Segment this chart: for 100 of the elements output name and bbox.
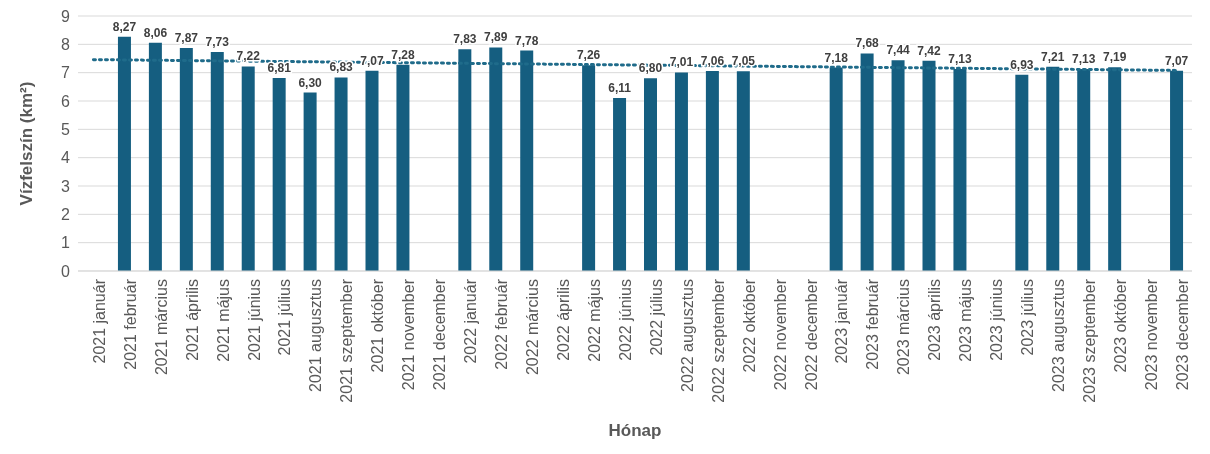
y-tick-label: 5: [61, 121, 71, 139]
x-tick-label: 2021 február: [121, 278, 139, 370]
x-tick-label: 2023 augusztus: [1050, 279, 1068, 392]
data-label: 7,06: [700, 53, 725, 68]
y-tick-label: 8: [61, 36, 71, 54]
bar: [272, 78, 286, 271]
data-label: 7,87: [174, 31, 199, 46]
x-tick-label: 2022 április: [555, 279, 572, 361]
x-tick-label: 2022 február: [493, 278, 511, 370]
bar: [860, 53, 874, 271]
x-tick-label: 2021 október: [369, 278, 387, 373]
x-tick-label: 2022 szeptember: [709, 278, 727, 403]
bar: [922, 60, 936, 271]
data-label: 8,06: [143, 25, 168, 40]
x-tick-label: 2023 március: [895, 279, 913, 376]
bar: [520, 50, 534, 271]
x-tick-label: 2021 november: [400, 278, 418, 391]
bar: [674, 72, 688, 271]
bar: [458, 49, 472, 271]
data-label: 7,07: [1164, 53, 1189, 68]
data-label: 6,11: [608, 80, 632, 95]
bar: [396, 64, 410, 271]
y-tick-label: 2: [61, 206, 71, 224]
x-tick-label: 2021 április: [183, 279, 201, 361]
bar: [303, 92, 317, 271]
x-tick-label: 2021 július: [276, 279, 294, 356]
bar: [582, 65, 596, 271]
bar: [148, 42, 162, 271]
data-label: 7,68: [855, 36, 880, 51]
data-label: 6,81: [267, 61, 292, 76]
bar: [241, 66, 255, 271]
y-tick-label: 0: [61, 262, 71, 280]
bar: [613, 97, 627, 271]
bar: [365, 70, 379, 271]
data-label: 6,30: [298, 75, 323, 90]
data-label: 7,13: [948, 51, 972, 66]
data-label: 7,42: [917, 43, 941, 58]
data-label: 7,13: [1072, 51, 1096, 66]
bar: [117, 36, 131, 271]
bar: [1170, 70, 1184, 271]
data-label: 7,73: [205, 34, 230, 49]
data-label: 7,28: [391, 47, 415, 62]
x-tick-label: 2022 március: [524, 279, 542, 376]
x-tick-label: 2023 február: [864, 278, 882, 370]
data-label: 6,93: [1010, 57, 1034, 72]
x-tick-label: 2021 szeptember: [338, 278, 356, 403]
y-tick-label: 4: [61, 149, 71, 167]
x-tick-label: 2022 július: [647, 279, 665, 356]
x-tick-label: 2022 január: [462, 278, 480, 364]
x-tick-label: 2021 május: [214, 279, 232, 362]
bar: [1015, 74, 1029, 271]
data-label: 7,44: [886, 43, 911, 58]
x-tick-label: 2022 december: [802, 278, 820, 391]
x-tick-label: 2021 június: [245, 279, 263, 361]
data-label: 7,21: [1041, 49, 1065, 64]
data-label: 7,83: [453, 32, 477, 47]
bar: [334, 77, 348, 271]
x-tick-label: 2022 augusztus: [678, 279, 696, 392]
x-tick-label: 2023 október: [1112, 278, 1129, 373]
data-label: 8,27: [112, 19, 137, 34]
bar: [705, 70, 719, 271]
x-tick-label: 2023 június: [988, 279, 1006, 361]
x-tick-label: 2021 december: [431, 278, 449, 391]
bar: [1046, 66, 1060, 271]
x-tick-label: 2023 január: [833, 278, 851, 364]
x-axis-title: Hónap: [608, 421, 662, 440]
y-tick-label: 6: [61, 92, 71, 110]
data-label: 6,83: [329, 60, 354, 75]
y-tick-label: 7: [61, 64, 71, 82]
x-tick-label: 2022 november: [771, 278, 789, 391]
bar: [736, 71, 750, 271]
y-tick-label: 1: [61, 234, 71, 252]
data-label: 7,18: [824, 50, 849, 65]
bar: [644, 78, 657, 271]
bar: [1108, 67, 1122, 271]
x-tick-label: 2023 november: [1142, 278, 1160, 391]
y-tick-label: 3: [61, 177, 71, 195]
bar: [489, 47, 503, 271]
x-tick-label: 2023 április: [926, 279, 944, 361]
x-tick-label: 2022 május: [585, 279, 603, 362]
data-label: 7,78: [515, 33, 539, 48]
data-label: 7,26: [576, 48, 601, 63]
bar: [179, 48, 193, 271]
x-tick-label: 2023 szeptember: [1081, 278, 1099, 403]
x-tick-label: 2022 október: [740, 278, 758, 373]
data-label: 7,05: [731, 54, 756, 69]
bar: [1077, 68, 1091, 271]
x-tick-label: 2023 július: [1019, 279, 1037, 356]
y-tick-label: 9: [61, 7, 71, 25]
data-label: 7,22: [236, 49, 261, 64]
bar: [953, 68, 967, 271]
bar: [829, 67, 843, 271]
x-tick-label: 2021 január: [90, 278, 108, 364]
bar: [210, 51, 224, 271]
x-tick-label: 2023 május: [957, 279, 975, 362]
x-tick-label: 2023 december: [1173, 278, 1191, 391]
x-tick-label: 2021 március: [152, 279, 170, 376]
bar: [891, 60, 905, 271]
data-label: 7,19: [1102, 50, 1127, 65]
x-tick-label: 2022 június: [616, 279, 634, 361]
